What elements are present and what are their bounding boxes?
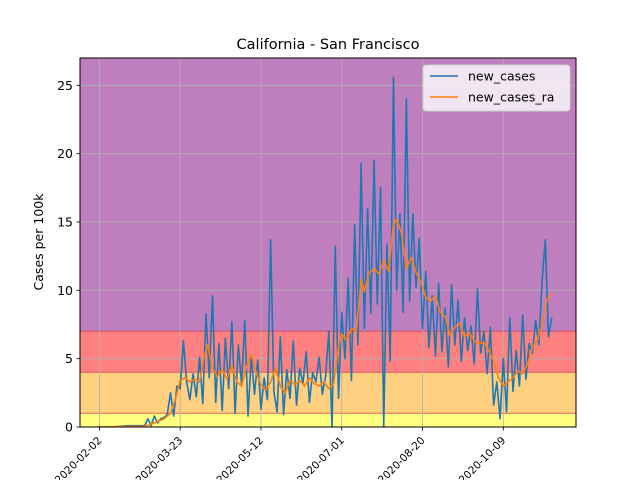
plot-frame (79, 57, 577, 428)
y-tick-label-20: 20 (57, 146, 73, 161)
legend-label-new-cases-ra: new_cases_ra (468, 90, 554, 105)
risk-band-0 (80, 413, 576, 427)
x-tick-label-2020-08-20: 2020-08-20 (376, 435, 428, 480)
y-tick-label-10: 10 (57, 283, 73, 298)
chart-title: California - San Francisco (237, 37, 420, 53)
y-tick-label-5: 5 (65, 351, 73, 366)
x-tick-label-2020-05-12: 2020-05-12 (214, 435, 266, 480)
y-tick-label-25: 25 (57, 78, 73, 93)
legend: new_cases new_cases_ra (422, 64, 571, 112)
y-tick-label-0: 0 (65, 420, 73, 435)
x-tick-label-2020-07-01: 2020-07-01 (295, 435, 347, 480)
x-axis-ticks: 2020-02-02 2020-03-23 2020-05-12 2020-07-01… (53, 427, 509, 484)
legend-box (422, 64, 571, 112)
y-tick-label-15: 15 (57, 215, 73, 230)
series-lines (97, 76, 553, 427)
x-tick-label-2020-10-09: 2020-10-09 (457, 435, 509, 480)
legend-label-new-cases: new_cases (468, 69, 535, 84)
y-axis-label: Cases per 100k (31, 193, 46, 291)
risk-bands (80, 58, 576, 427)
x-tick-label-2020-02-02: 2020-02-02 (53, 435, 105, 480)
series-line-new-cases-ra (97, 218, 553, 427)
x-tick-label-2020-03-23: 2020-03-23 (134, 435, 186, 480)
y-axis-ticks: 0 5 10 15 20 25 (57, 78, 80, 435)
